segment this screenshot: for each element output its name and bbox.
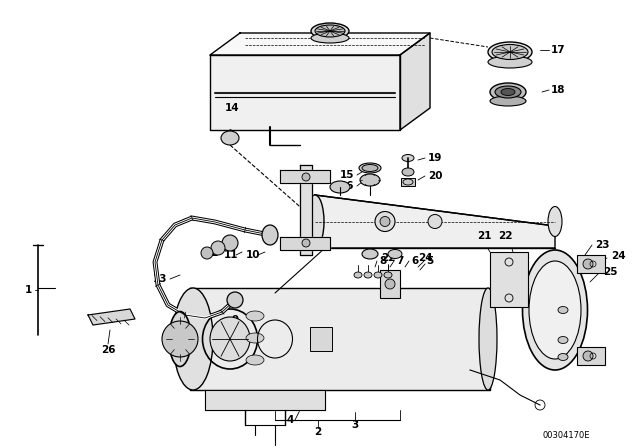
Text: 13: 13 bbox=[153, 274, 167, 284]
Text: 4: 4 bbox=[286, 415, 294, 425]
Ellipse shape bbox=[558, 336, 568, 344]
Polygon shape bbox=[190, 288, 490, 390]
Ellipse shape bbox=[246, 333, 264, 343]
Polygon shape bbox=[280, 170, 330, 183]
Ellipse shape bbox=[362, 249, 378, 259]
Ellipse shape bbox=[210, 317, 250, 361]
Polygon shape bbox=[210, 33, 430, 55]
Circle shape bbox=[222, 235, 238, 251]
Circle shape bbox=[380, 216, 390, 227]
Ellipse shape bbox=[558, 306, 568, 314]
Text: 3: 3 bbox=[351, 420, 358, 430]
Text: 26: 26 bbox=[100, 345, 115, 355]
Ellipse shape bbox=[402, 168, 414, 176]
Ellipse shape bbox=[315, 25, 345, 37]
Text: 14: 14 bbox=[225, 103, 239, 113]
Polygon shape bbox=[315, 195, 555, 248]
Ellipse shape bbox=[246, 311, 264, 321]
Ellipse shape bbox=[501, 89, 515, 95]
Ellipse shape bbox=[548, 207, 562, 237]
Text: 1: 1 bbox=[24, 285, 31, 295]
Bar bbox=[401, 178, 415, 186]
Text: 2: 2 bbox=[314, 427, 322, 437]
Polygon shape bbox=[88, 309, 135, 325]
Ellipse shape bbox=[374, 272, 382, 278]
Text: 9: 9 bbox=[232, 315, 239, 325]
Ellipse shape bbox=[173, 288, 213, 390]
Text: 19: 19 bbox=[428, 153, 442, 163]
Ellipse shape bbox=[479, 288, 497, 390]
Bar bbox=[380, 270, 400, 298]
Circle shape bbox=[302, 239, 310, 247]
Text: 6: 6 bbox=[412, 256, 419, 266]
Ellipse shape bbox=[311, 23, 349, 39]
Text: 21: 21 bbox=[477, 231, 492, 241]
Ellipse shape bbox=[522, 250, 588, 370]
Circle shape bbox=[162, 321, 198, 357]
Text: 25: 25 bbox=[603, 267, 617, 277]
Bar bbox=[490, 252, 528, 307]
Circle shape bbox=[583, 351, 593, 361]
Text: 24: 24 bbox=[611, 251, 625, 261]
Ellipse shape bbox=[227, 292, 243, 308]
Ellipse shape bbox=[402, 155, 414, 161]
Ellipse shape bbox=[384, 272, 392, 278]
Ellipse shape bbox=[311, 33, 349, 43]
Ellipse shape bbox=[558, 353, 568, 361]
Text: 18: 18 bbox=[551, 85, 565, 95]
Ellipse shape bbox=[488, 56, 532, 68]
Ellipse shape bbox=[362, 164, 378, 172]
Text: 8: 8 bbox=[380, 256, 387, 266]
Text: 24: 24 bbox=[418, 253, 432, 263]
Ellipse shape bbox=[492, 44, 528, 60]
Bar bbox=[310, 327, 332, 351]
Polygon shape bbox=[210, 55, 400, 130]
Text: 12: 12 bbox=[205, 248, 220, 258]
Ellipse shape bbox=[306, 195, 324, 248]
Bar bbox=[577, 347, 605, 365]
Text: 16: 16 bbox=[340, 181, 355, 191]
Ellipse shape bbox=[495, 86, 521, 98]
Ellipse shape bbox=[330, 181, 350, 193]
Polygon shape bbox=[400, 33, 430, 130]
Text: 00304170E: 00304170E bbox=[543, 431, 590, 439]
Ellipse shape bbox=[360, 174, 380, 186]
Ellipse shape bbox=[359, 163, 381, 173]
Ellipse shape bbox=[529, 261, 581, 359]
Circle shape bbox=[302, 173, 310, 181]
Bar bbox=[577, 255, 605, 273]
Text: 23: 23 bbox=[595, 240, 609, 250]
Text: 11: 11 bbox=[224, 250, 238, 260]
Text: 15: 15 bbox=[340, 170, 355, 180]
Text: 22: 22 bbox=[381, 253, 396, 263]
Ellipse shape bbox=[354, 272, 362, 278]
Text: 10: 10 bbox=[246, 250, 260, 260]
Circle shape bbox=[428, 215, 442, 228]
Polygon shape bbox=[280, 237, 330, 250]
Text: 22: 22 bbox=[498, 231, 512, 241]
Ellipse shape bbox=[490, 96, 526, 106]
Circle shape bbox=[211, 241, 225, 255]
Text: 20: 20 bbox=[428, 171, 442, 181]
Circle shape bbox=[583, 259, 593, 269]
Ellipse shape bbox=[488, 42, 532, 62]
Polygon shape bbox=[300, 165, 312, 255]
Ellipse shape bbox=[364, 272, 372, 278]
Ellipse shape bbox=[262, 225, 278, 245]
Circle shape bbox=[385, 279, 395, 289]
Ellipse shape bbox=[246, 355, 264, 365]
Ellipse shape bbox=[169, 311, 191, 366]
Text: 7: 7 bbox=[396, 256, 404, 266]
Text: 17: 17 bbox=[550, 45, 565, 55]
Circle shape bbox=[201, 247, 213, 259]
Ellipse shape bbox=[221, 131, 239, 145]
Text: 5: 5 bbox=[426, 256, 434, 266]
Ellipse shape bbox=[388, 250, 402, 258]
Ellipse shape bbox=[490, 83, 526, 101]
Polygon shape bbox=[205, 390, 325, 410]
Circle shape bbox=[375, 211, 395, 232]
